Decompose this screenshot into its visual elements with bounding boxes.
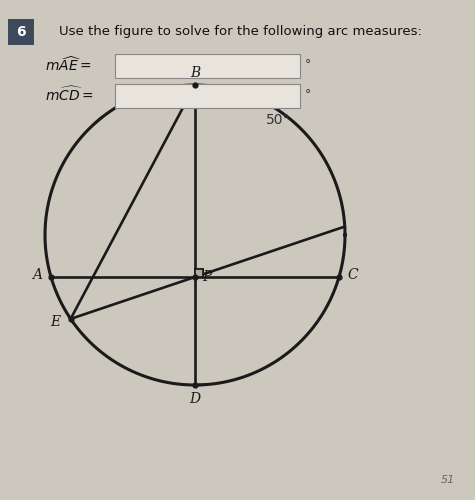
FancyBboxPatch shape: [115, 54, 300, 78]
Text: E: E: [50, 315, 61, 329]
Text: A: A: [32, 268, 42, 282]
Text: $m\widehat{CD}=$: $m\widehat{CD}=$: [45, 86, 94, 104]
Polygon shape: [195, 269, 203, 277]
Text: P: P: [202, 270, 212, 284]
Text: D: D: [190, 392, 200, 406]
Text: °: °: [305, 88, 312, 102]
Text: 51: 51: [441, 475, 455, 485]
Text: B: B: [190, 66, 200, 80]
Text: 50°: 50°: [266, 112, 290, 126]
FancyBboxPatch shape: [115, 84, 300, 108]
Text: $m\widehat{AE}=$: $m\widehat{AE}=$: [45, 56, 92, 74]
Text: C: C: [348, 268, 358, 282]
FancyBboxPatch shape: [8, 19, 34, 45]
Text: Use the figure to solve for the following arc measures:: Use the figure to solve for the followin…: [58, 26, 421, 38]
Text: °: °: [305, 58, 312, 71]
Text: 6: 6: [16, 25, 26, 39]
